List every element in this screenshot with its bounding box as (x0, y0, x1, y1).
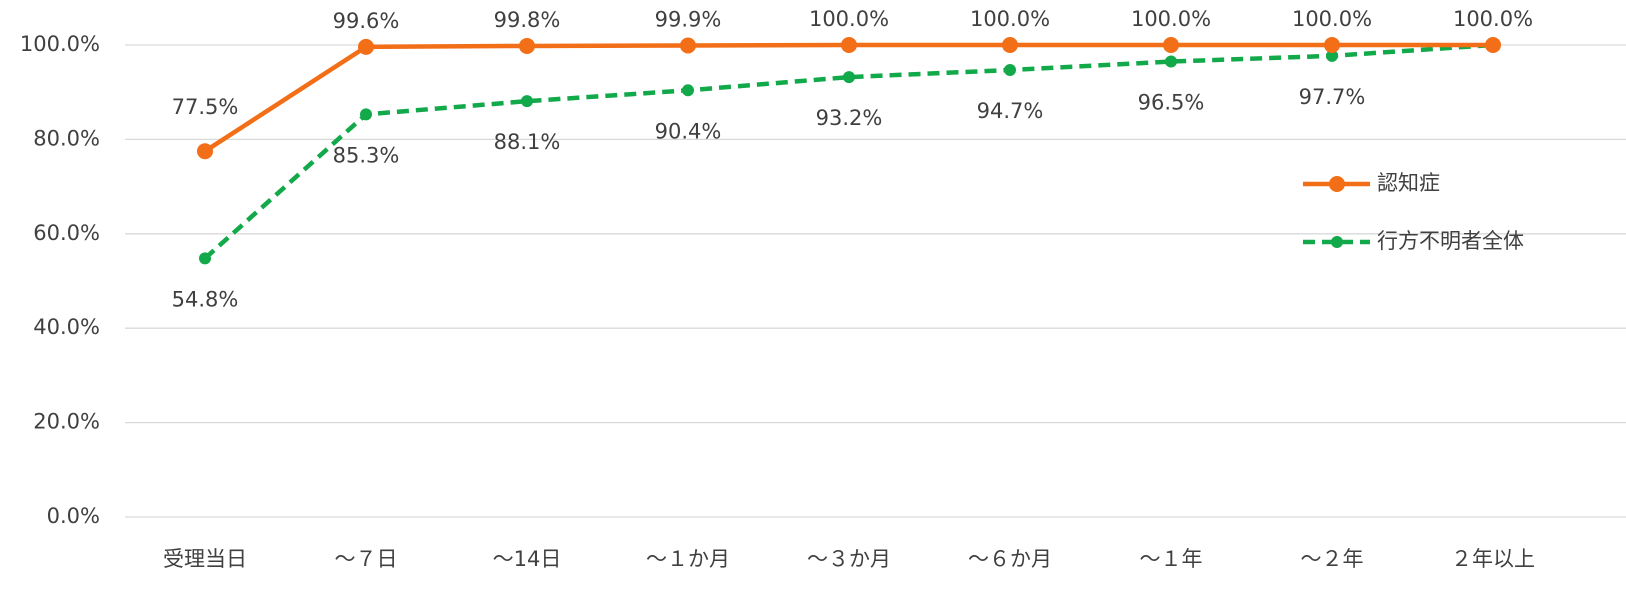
x-tick-label: ～７日 (335, 547, 398, 571)
legend-marker (1331, 236, 1343, 248)
data-label: 77.5% (172, 95, 239, 119)
point (521, 95, 533, 108)
point (1485, 37, 1501, 53)
data-label: 100.0% (970, 7, 1050, 31)
y-tick-label: 60.0% (33, 221, 100, 245)
legend-label: 認知症 (1377, 171, 1440, 195)
legend-marker (1329, 176, 1345, 192)
point (841, 37, 857, 53)
point (1326, 49, 1338, 62)
point (1002, 37, 1018, 53)
point (682, 84, 694, 97)
point (1165, 55, 1177, 68)
data-label: 88.1% (494, 130, 561, 154)
data-label: 90.4% (655, 119, 722, 143)
series-line (203, 42, 1494, 261)
y-tick-label: 100.0% (20, 32, 100, 56)
point (360, 108, 372, 121)
x-tick-label: ～１か月 (646, 547, 730, 571)
data-label: 85.3% (333, 143, 400, 167)
data-label: 93.2% (816, 106, 883, 130)
point (199, 252, 211, 265)
point (358, 38, 374, 55)
x-tick-label: 受理当日 (163, 547, 247, 571)
point (197, 143, 213, 160)
data-label: 100.0% (1453, 7, 1533, 31)
y-tick-label: 40.0% (33, 315, 100, 339)
y-tick-label: 0.0% (47, 504, 100, 528)
data-label: 100.0% (809, 7, 889, 31)
data-label: 97.7% (1299, 85, 1366, 109)
x-tick-label: ～14日 (493, 547, 562, 571)
x-tick-label: ～３か月 (807, 547, 891, 571)
point (680, 37, 696, 54)
data-label: 94.7% (977, 99, 1044, 123)
point (1004, 64, 1016, 77)
data-label: 99.6% (333, 9, 400, 33)
y-tick-label: 80.0% (33, 126, 100, 150)
x-tick-label: ～６か月 (968, 547, 1052, 571)
data-label: 99.9% (655, 7, 722, 31)
point (1324, 37, 1340, 53)
data-label: 99.8% (494, 8, 561, 32)
point (843, 71, 855, 84)
y-tick-label: 20.0% (33, 410, 100, 434)
data-label: 100.0% (1131, 7, 1211, 31)
x-tick-label: ２年以上 (1451, 547, 1535, 571)
data-label: 96.5% (1138, 91, 1205, 115)
point (1163, 37, 1179, 53)
data-label: 100.0% (1292, 7, 1372, 31)
x-tick-label: ～２年 (1301, 547, 1364, 571)
point (519, 37, 535, 54)
x-tick-label: ～１年 (1140, 547, 1203, 571)
legend-label: 行方不明者全体 (1377, 229, 1524, 253)
data-label: 54.8% (172, 287, 239, 311)
